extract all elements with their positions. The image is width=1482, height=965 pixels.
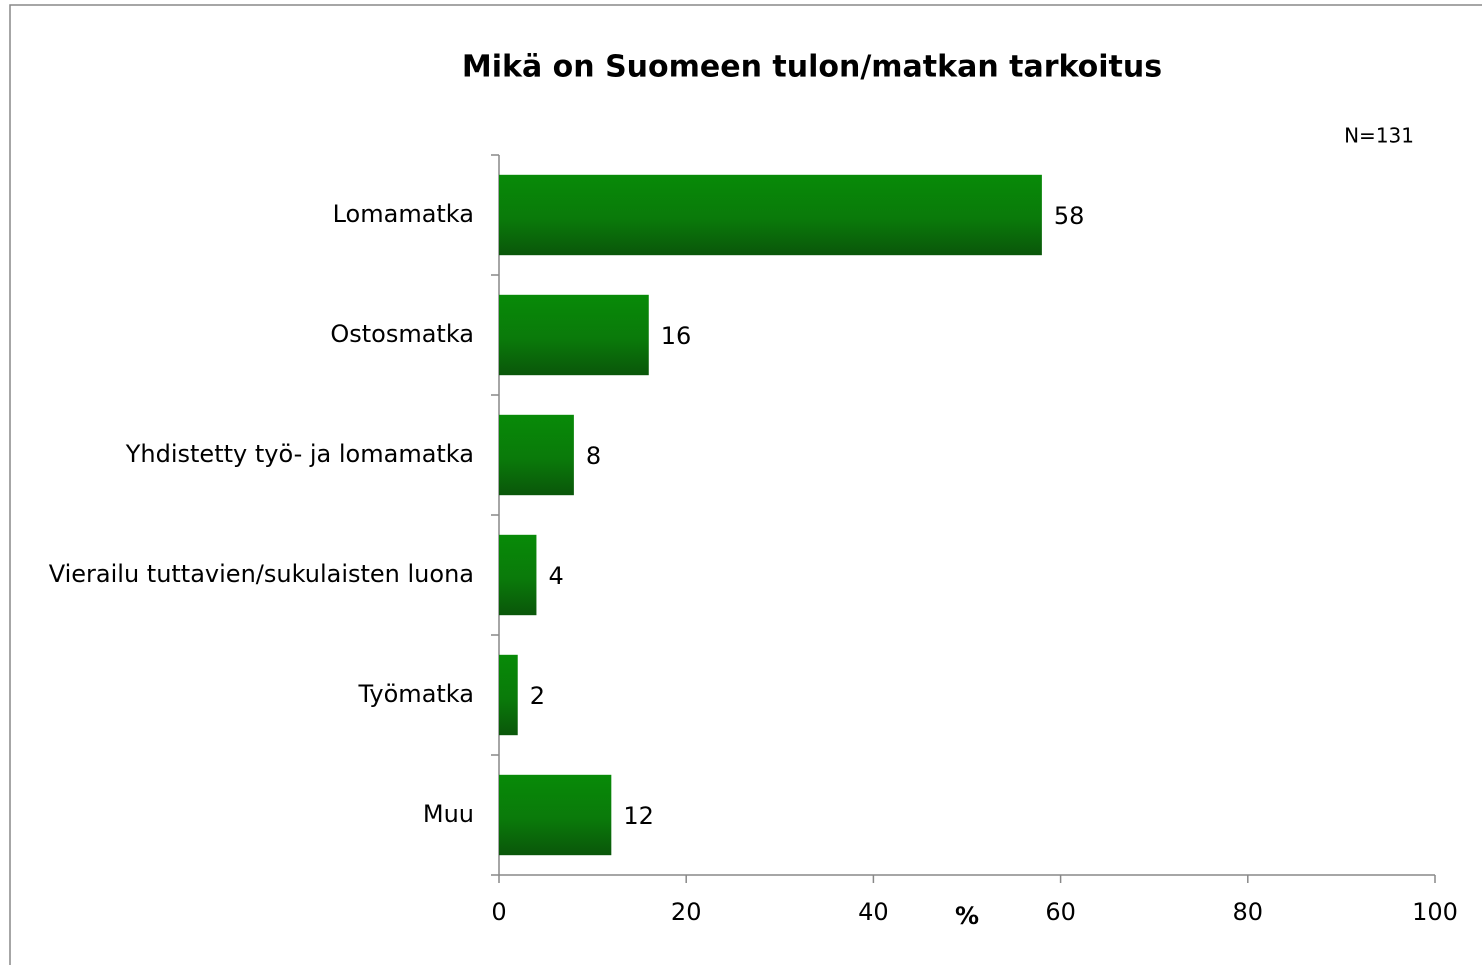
value-label: 58 — [1054, 202, 1085, 230]
value-label: 16 — [661, 322, 692, 350]
x-tick-label: 0 — [491, 898, 506, 926]
x-tick-label: 40 — [858, 898, 889, 926]
y-tick-label: Yhdistetty työ- ja lomamatka — [125, 440, 474, 468]
y-tick-label: Työmatka — [358, 680, 475, 708]
value-label: 2 — [530, 682, 545, 710]
bar — [499, 294, 649, 376]
y-tick-label: Ostosmatka — [330, 320, 474, 348]
x-tick-label: 80 — [1233, 898, 1264, 926]
value-label: 8 — [586, 442, 601, 470]
x-tick-label: 100 — [1412, 898, 1458, 926]
chart-frame — [9, 4, 1482, 965]
y-tick-label: Vierailu tuttavien/sukulaisten luona — [49, 560, 474, 588]
bar — [499, 534, 537, 616]
sample-size: N=131 — [1344, 124, 1414, 148]
bar — [499, 774, 612, 856]
value-label: 4 — [548, 562, 563, 590]
x-tick-label: 60 — [1045, 898, 1076, 926]
y-tick-label: Lomamatka — [333, 200, 474, 228]
bar — [499, 174, 1042, 256]
x-axis-label: % — [955, 902, 979, 930]
x-tick-label: 20 — [671, 898, 702, 926]
chart-title: Mikä on Suomeen tulon/matkan tarkoitus — [462, 50, 1162, 85]
y-tick-label: Muu — [423, 800, 474, 828]
bar — [499, 414, 574, 496]
value-label: 12 — [623, 802, 654, 830]
bar — [499, 654, 518, 736]
